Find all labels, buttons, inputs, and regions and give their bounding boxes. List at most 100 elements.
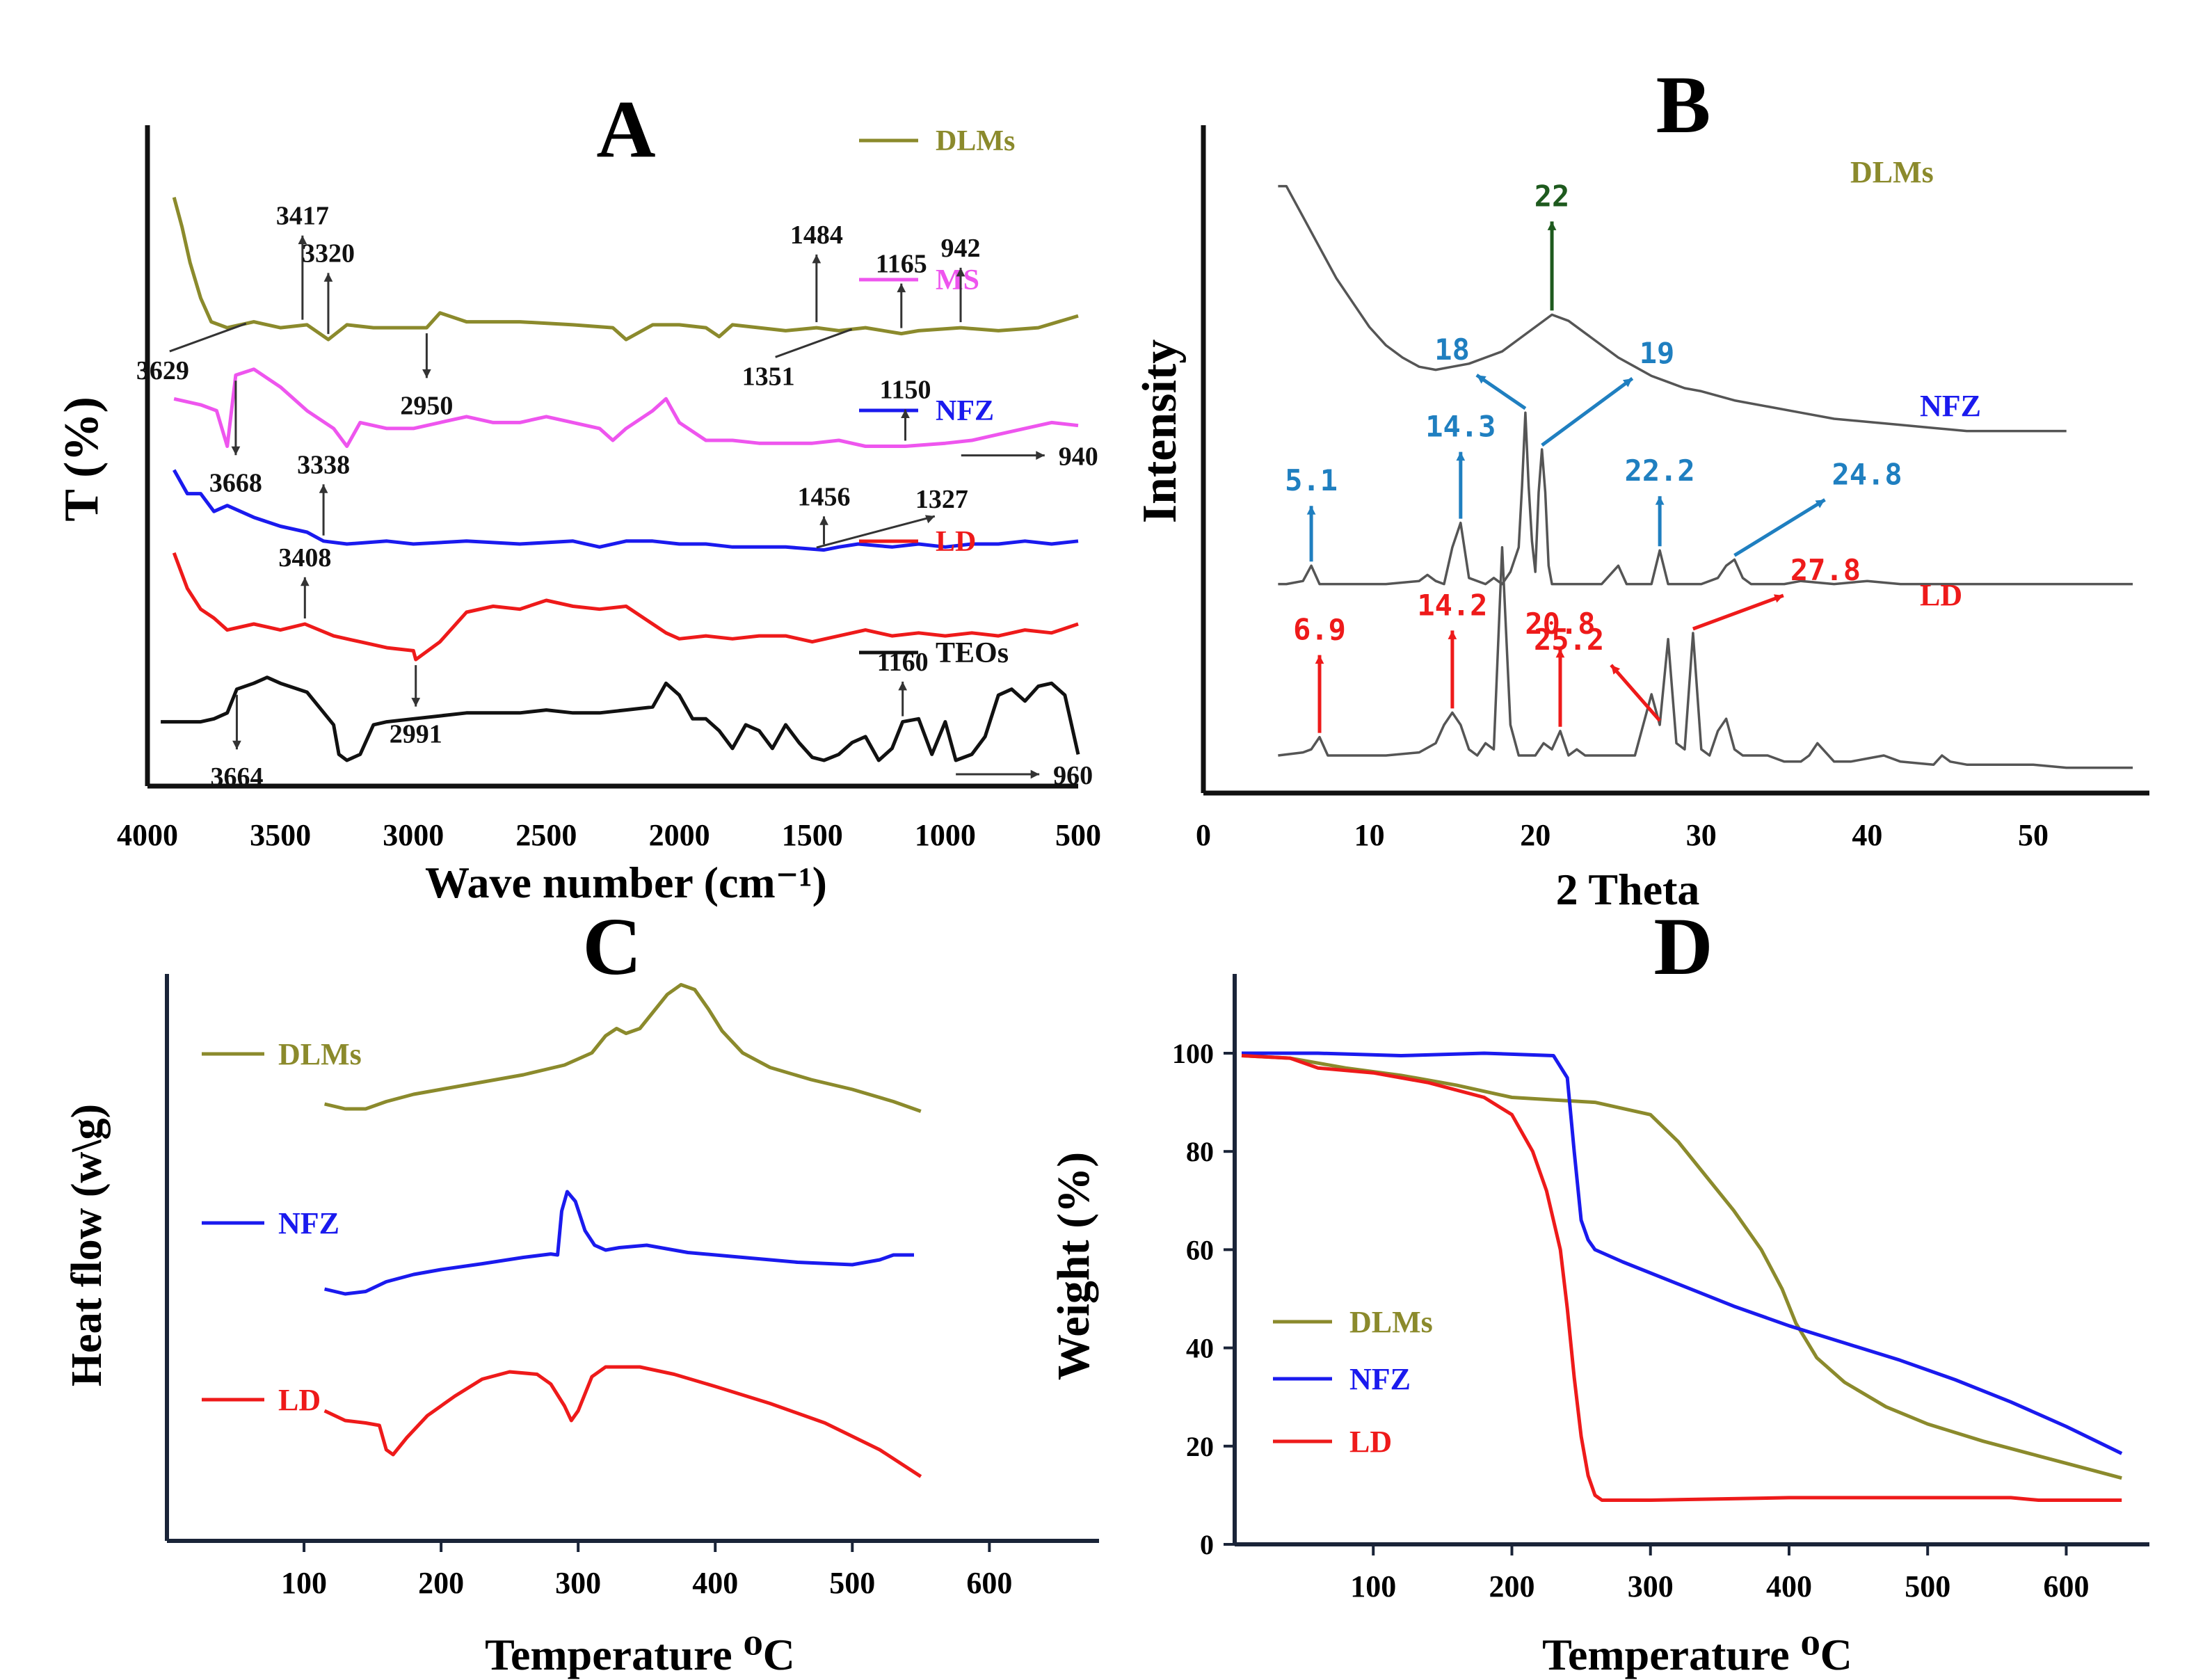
a-annotation-arrowhead (924, 515, 935, 524)
a-series-teos (161, 675, 1080, 762)
b-annotation-label: 19 (1640, 336, 1675, 370)
a-series-ms (173, 367, 1079, 448)
a-annotation-arrow (775, 328, 853, 358)
b-annotation-arrowhead (1448, 630, 1457, 639)
a-annotation-label: 1165 (876, 250, 927, 279)
b-annotation-arrow (1733, 498, 1826, 557)
c-x-tick: 600 (966, 1566, 1012, 1600)
a-series-dlms (172, 197, 1079, 342)
a-x-tick: 2000 (649, 818, 710, 852)
a-annotation-label: 1351 (742, 362, 795, 391)
b-series-nfz (1278, 411, 2133, 586)
panel-d: D 100 200 300 400 500 600 0 20 40 60 80 100 Temperatu… (1048, 901, 2149, 1679)
b-annotation-arrowhead (1611, 665, 1621, 675)
a-annotation-arrow (816, 515, 936, 549)
a-annotation-label: 1484 (790, 221, 843, 250)
a-x-tick: 1000 (915, 818, 976, 852)
a-annotation-label: 1160 (877, 648, 929, 677)
c-x-label: Temperature ⁰C (485, 1630, 795, 1679)
a-annotation-arrowhead (232, 740, 241, 750)
c-x-tick: 400 (692, 1566, 738, 1600)
a-annotation-label: 2950 (400, 391, 453, 420)
b-annotation-arrowhead (1315, 655, 1324, 664)
b-annotation-arrow (1541, 376, 1634, 447)
d-series-nfz (1242, 1051, 2123, 1455)
c-series-nfz (324, 1190, 914, 1296)
d-x-tick: 300 (1628, 1569, 1674, 1603)
b-x-tick: 0 (1196, 818, 1211, 852)
b-annotation-label: 24.8 (1832, 457, 1902, 491)
a-annotation-label: 942 (941, 234, 981, 263)
c-y-label: Heat flow (w\g) (63, 1104, 111, 1386)
b-annotation-label: 6.9 (1293, 613, 1346, 647)
c-x-tick: 500 (829, 1566, 875, 1600)
a-legend-label: LD (936, 526, 976, 558)
a-x-tick: 4000 (117, 818, 178, 852)
a-y-label: T (%) (55, 397, 109, 522)
a-annotation-arrowhead (898, 681, 908, 691)
b-annotation-arrowhead (1547, 221, 1557, 230)
panel-b: B 0 10 20 30 40 50 2 Theta Intensity DLMs NFZ LD 22 5… (1133, 59, 2149, 914)
c-x-tick: 100 (281, 1566, 327, 1600)
b-x-tick: 50 (2018, 818, 2049, 852)
a-annotation-arrowhead (231, 446, 241, 456)
b-annotation-arrowhead (1555, 648, 1565, 658)
d-title: D (1653, 901, 1713, 992)
b-annotation-label: 5.1 (1285, 463, 1338, 497)
a-legend-label: TEOs (936, 637, 1009, 669)
b-annotation-arrow (1692, 593, 1784, 631)
c-x-tick: 200 (418, 1566, 464, 1600)
b-annotation-arrowhead (1773, 594, 1784, 603)
a-annotation-arrowhead (422, 369, 431, 378)
b-annotation-arrowhead (1476, 375, 1486, 384)
d-x-tick: 100 (1350, 1569, 1396, 1603)
a-annotation-label: 3338 (297, 450, 350, 479)
a-annotation-label: 1456 (798, 482, 851, 511)
b-x-tick: 30 (1686, 818, 1717, 852)
a-x-tick: 3000 (383, 818, 444, 852)
a-annotation-label: 3417 (276, 202, 329, 231)
b-annotation-label: 22 (1534, 179, 1570, 213)
a-annotation-arrowhead (812, 254, 822, 264)
a-annotation-arrowhead (300, 577, 310, 586)
b-annotation-label: 20.8 (1525, 607, 1595, 641)
a-annotation-label: 940 (1059, 442, 1098, 472)
a-annotation-arrowhead (897, 283, 906, 293)
c-legend-label: LD (278, 1383, 321, 1417)
a-annotation-label: 3320 (302, 239, 355, 268)
c-legend-label: DLMs (278, 1037, 362, 1071)
a-annotation-label: 3664 (210, 762, 263, 792)
a-annotation-label: 3408 (278, 543, 331, 573)
a-x-tick: 3500 (250, 818, 311, 852)
b-annotation-arrow (1475, 374, 1527, 410)
b-series-label: LD (1920, 578, 1962, 612)
b-x-tick: 10 (1354, 818, 1385, 852)
a-annotation-arrowhead (319, 484, 328, 493)
a-legend-label: NFZ (936, 395, 994, 427)
b-annotation-arrow (1610, 664, 1662, 722)
d-x-tick: 500 (1905, 1569, 1950, 1603)
b-annotation-label: 14.2 (1417, 588, 1487, 622)
a-annotation-arrowhead (956, 267, 965, 277)
d-legend-label: DLMs (1349, 1305, 1433, 1339)
a-annotation-label: 1327 (915, 485, 968, 514)
d-y-tick: 20 (1186, 1431, 1214, 1462)
d-x-tick: 600 (2043, 1569, 2089, 1603)
a-title: A (596, 83, 655, 175)
a-legend-label: MS (936, 264, 979, 296)
d-y-label: Weight (%) (1048, 1152, 1099, 1380)
a-x-tick: 2500 (515, 818, 577, 852)
b-x-label: 2 Theta (1556, 865, 1700, 914)
d-series-dlms (1241, 1054, 2122, 1480)
d-series-ld (1241, 1054, 2122, 1502)
b-series-label: NFZ (1920, 389, 1981, 423)
d-y-tick: 80 (1186, 1136, 1214, 1167)
c-legend-label: NFZ (278, 1206, 339, 1240)
b-title: B (1656, 59, 1711, 150)
b-annotation-arrowhead (1622, 378, 1633, 387)
a-series-ld (172, 552, 1079, 662)
b-series-dlms (1278, 184, 2067, 433)
b-x-tick: 20 (1520, 818, 1550, 852)
d-x-tick: 400 (1766, 1569, 1812, 1603)
b-annotation-label: 22.2 (1625, 454, 1695, 488)
